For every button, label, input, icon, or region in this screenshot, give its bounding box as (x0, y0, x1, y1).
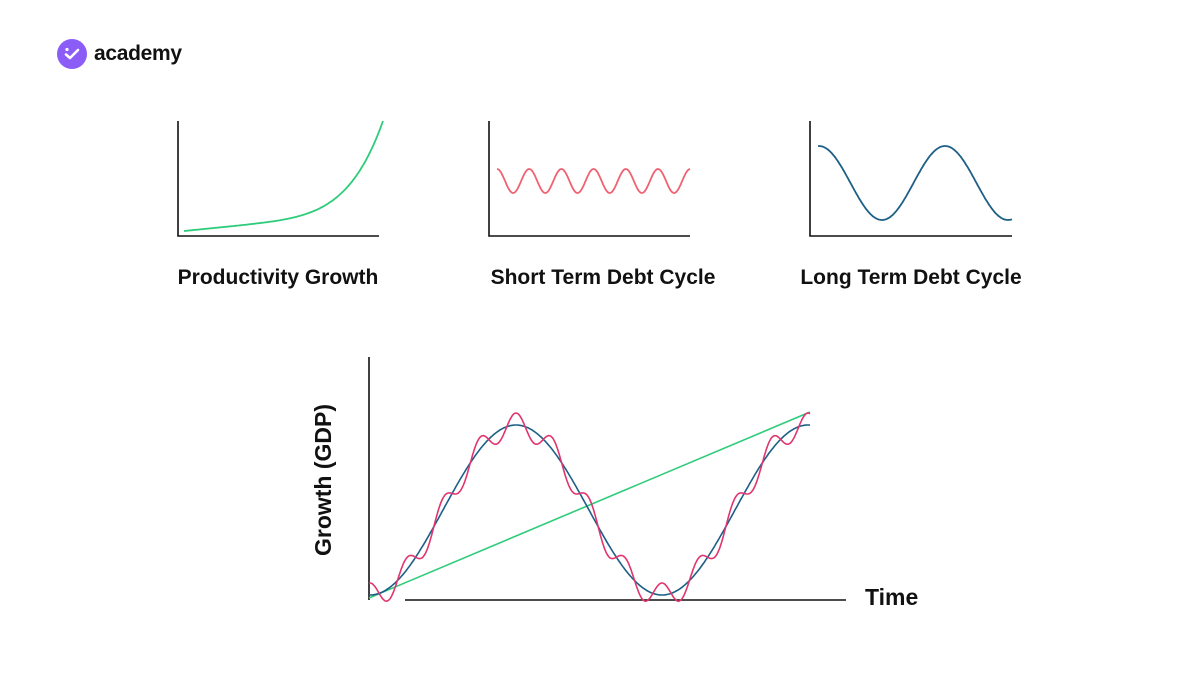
productivity-curve (183, 120, 384, 232)
short-term-debt-cycle-label: Short Term Debt Cycle (491, 266, 716, 289)
chart-axes (177, 121, 379, 237)
combined-chart (368, 357, 846, 603)
long-cycle-line (369, 424, 811, 596)
productivity-growth-chart (177, 120, 384, 237)
chart-axes (488, 121, 690, 237)
checkmark-icon (57, 39, 87, 69)
brand-name: academy (94, 42, 182, 65)
long-term-debt-cycle-chart (809, 121, 1013, 237)
short-cycle-curve (496, 168, 691, 194)
long-term-debt-cycle-label: Long Term Debt Cycle (800, 266, 1021, 289)
productivity-growth-label: Productivity Growth (178, 266, 379, 289)
productivity-trend-line (368, 411, 811, 599)
short-term-debt-cycle-chart (488, 121, 691, 237)
y-axis-label: Growth (GDP) (310, 404, 336, 556)
x-axis-label: Time (865, 584, 918, 610)
brand-logo[interactable]: academy (57, 39, 182, 69)
long-cycle-curve (818, 145, 1013, 221)
combined-cycle-line (368, 412, 811, 603)
chart-axes (809, 121, 1012, 237)
